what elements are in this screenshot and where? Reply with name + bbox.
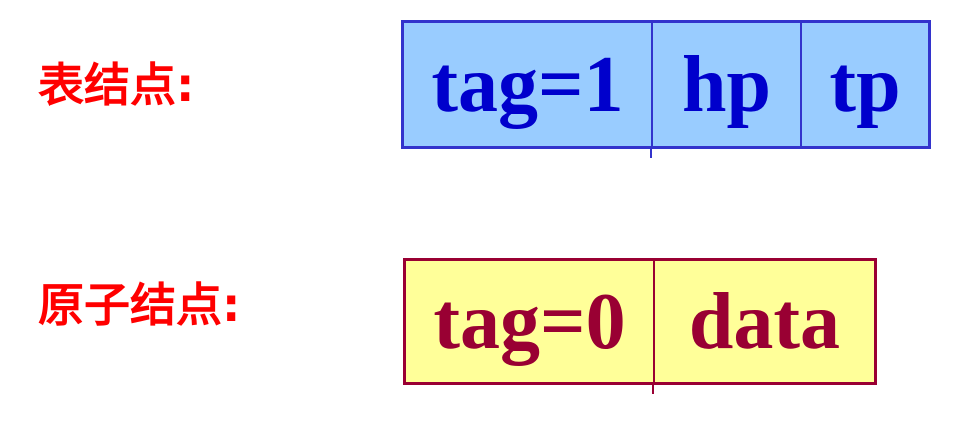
atom-node-data-field: data (688, 277, 841, 366)
list-node-divider-tick (650, 148, 652, 158)
list-node-tag-field: tag=1 (404, 23, 653, 146)
atom-node-tag-field: tag=0 (406, 261, 655, 382)
list-node-tp-field: tp (829, 40, 901, 129)
atom-node-divider-tick (652, 384, 654, 394)
atom-node-label: 原子结点: (38, 278, 241, 332)
list-node-box: tag=1 hp tp (401, 20, 931, 149)
atom-node-box: tag=0 data (403, 258, 877, 385)
list-node-hp-field: hp (653, 23, 802, 146)
list-node-label: 表结点: (38, 58, 195, 112)
